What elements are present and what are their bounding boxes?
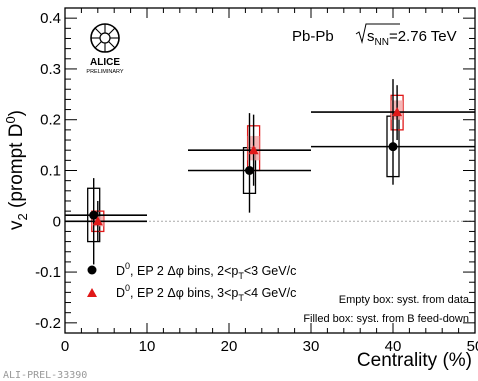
- legend-marker-circle: [87, 265, 97, 275]
- x-tick-label: 50: [467, 338, 478, 355]
- legend-entry-2: D0, EP 2 Δφ bins, 3<pT<4 GeV/c: [116, 283, 296, 303]
- y-tick-label: 0: [53, 213, 61, 230]
- legend-entry-1: D0, EP 2 Δφ bins, 2<pT<3 GeV/c: [116, 261, 296, 281]
- preliminary-id-footer: ALI-PREL-33390: [3, 370, 87, 381]
- x-tick-label: 30: [303, 338, 320, 355]
- y-axis-label: v2 (prompt D0): [3, 110, 30, 230]
- y-tick-label: 0.1: [40, 163, 61, 180]
- note-filled-box: Filled box: syst. from B feed-down: [303, 313, 469, 325]
- note-empty-box: Empty box: syst. from data: [339, 294, 470, 306]
- data-markers: [89, 107, 403, 226]
- x-axis-label: Centrality (%): [357, 350, 472, 371]
- svg-text:sNN=2.76 TeV: sNN=2.76 TeV: [367, 28, 457, 48]
- data-point-circle: [388, 142, 398, 152]
- x-tick-label: 20: [221, 338, 238, 355]
- data-point-triangle: [248, 145, 259, 155]
- data-point-triangle: [92, 216, 103, 226]
- y-tick-label: 0.3: [40, 61, 61, 78]
- y-tick-label: 0.4: [40, 10, 61, 27]
- x-tick-label: 40: [385, 338, 402, 355]
- collision-system-label: Pb-Pb: [292, 28, 334, 45]
- y-tick-label: -0.2: [35, 315, 61, 332]
- error-bars: [65, 79, 475, 265]
- energy-label: sNN=2.76 TeV: [355, 23, 457, 48]
- y-tick-label: -0.1: [35, 264, 61, 281]
- data-point-circle: [245, 166, 254, 175]
- syst-boxes-data: [87, 94, 404, 243]
- axis-ticks: 0 10 20 30 40 50 -0.2 -0.1 0 0.1 0.2 0.3 0.4: [35, 7, 478, 355]
- x-tick-label: 10: [139, 338, 156, 355]
- legend-marker-triangle: [87, 288, 97, 297]
- data-point-triangle: [392, 107, 403, 117]
- legend: D0, EP 2 Δφ bins, 2<pT<3 GeV/c D0, EP 2 …: [87, 261, 296, 303]
- data-point-circle: [89, 210, 99, 220]
- y-tick-label: 0.2: [40, 112, 61, 129]
- alice-logo: ALICE PRELIMINARY: [86, 23, 124, 75]
- x-tick-label: 0: [61, 338, 69, 355]
- alice-logo-preliminary: PRELIMINARY: [86, 69, 124, 75]
- alice-logo-word: ALICE: [90, 57, 120, 68]
